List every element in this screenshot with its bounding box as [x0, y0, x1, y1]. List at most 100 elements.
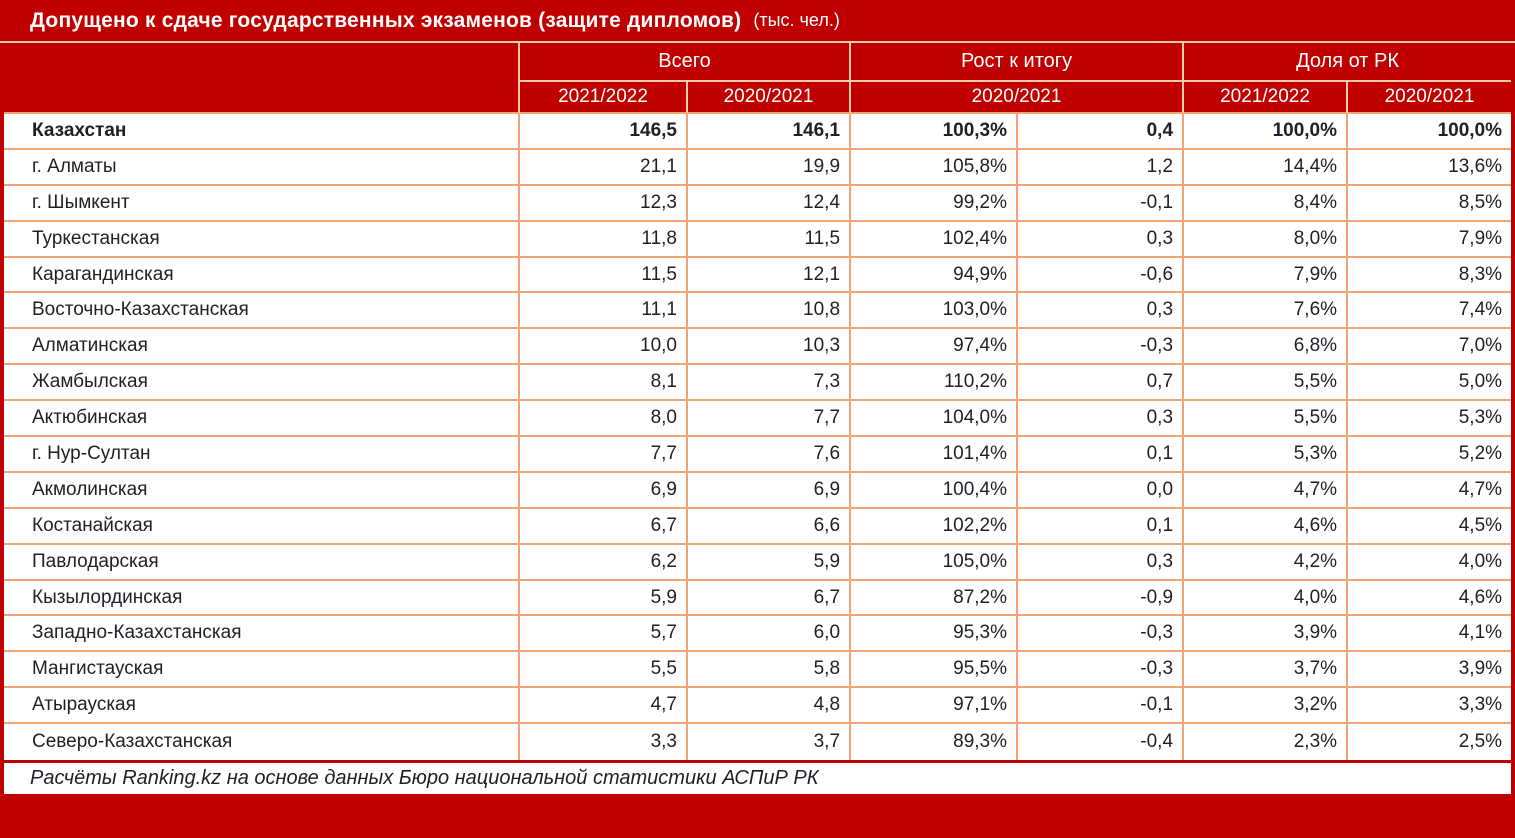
value-cell: 14,4%	[1184, 149, 1349, 186]
value-cell: 4,6%	[1348, 580, 1512, 617]
value-cell: 6,7	[520, 508, 688, 545]
value-cell: 4,8	[688, 688, 852, 725]
value-cell: 7,0%	[1348, 329, 1512, 366]
value-cell: 7,3	[688, 365, 852, 402]
value-cell: 11,5	[520, 257, 688, 294]
value-cell: 101,4%	[851, 437, 1019, 473]
region-name-cell: Мангистауская	[4, 652, 520, 689]
region-name-cell: Казахстан	[4, 114, 520, 150]
value-cell: 146,1	[688, 114, 852, 150]
value-cell: 100,0%	[1348, 114, 1512, 150]
table-row: Кызылординская 5,9 6,7 87,2% -0,9 4,0% 4,6%	[4, 580, 1512, 617]
region-header-cell	[4, 43, 520, 114]
value-cell: -0,1	[1018, 688, 1185, 725]
region-name-cell: Кызылординская	[4, 580, 520, 617]
table-row: Северо-Казахстанская 3,3 3,7 89,3% -0,4 2,3% 2…	[4, 724, 1512, 761]
value-cell: 105,0%	[851, 544, 1019, 581]
value-cell: 12,4	[688, 185, 852, 222]
value-cell: 10,3	[688, 329, 852, 366]
group-header-growth: Рост к итогу	[851, 43, 1185, 82]
subheader-cell: 2020/2021	[851, 82, 1185, 114]
value-cell: 4,2%	[1184, 544, 1349, 581]
region-name-cell: Северо-Казахстанская	[4, 724, 520, 761]
table-row: Восточно-Казахстанская 11,1 10,8 103,0% 0,3 7…	[4, 293, 1512, 330]
table-row: Казахстан 146,5 146,1 100,3% 0,4 100,0% 100,0%	[4, 114, 1512, 150]
table-row: Актюбинская 8,0 7,7 104,0% 0,3 5,5% 5,3%	[4, 401, 1512, 438]
value-cell: 5,7	[520, 616, 688, 653]
region-name-cell: г. Алматы	[4, 149, 520, 186]
value-cell: 0,3	[1018, 221, 1185, 258]
value-cell: 3,3	[520, 724, 688, 761]
table-header: Всего Рост к итогу Доля от РК 2021/2022 …	[4, 43, 1512, 114]
value-cell: 110,2%	[851, 365, 1019, 402]
value-cell: 6,2	[520, 544, 688, 581]
value-cell: 100,4%	[851, 472, 1019, 509]
region-name-cell: г. Шымкент	[4, 185, 520, 222]
value-cell: 3,9%	[1184, 616, 1349, 653]
value-cell: 146,5	[520, 114, 688, 150]
value-cell: 102,4%	[851, 221, 1019, 258]
value-cell: 8,0%	[1184, 221, 1349, 258]
value-cell: 6,6	[688, 508, 852, 545]
region-name-cell: Акмолинская	[4, 472, 520, 509]
table-row: Акмолинская 6,9 6,9 100,4% 0,0 4,7% 4,7%	[4, 472, 1512, 509]
value-cell: 4,7	[520, 688, 688, 725]
region-name-cell: Западно-Казахстанская	[4, 616, 520, 653]
value-cell: 2,3%	[1184, 724, 1349, 761]
value-cell: 0,4	[1018, 114, 1185, 150]
value-cell: 5,5%	[1184, 401, 1349, 438]
region-name-cell: Костанайская	[4, 508, 520, 545]
value-cell: 0,1	[1018, 508, 1185, 545]
value-cell: 3,2%	[1184, 688, 1349, 725]
value-cell: 5,0%	[1348, 365, 1512, 402]
title-unit-note: (тыс. чел.)	[753, 10, 840, 30]
value-cell: -0,3	[1018, 329, 1185, 366]
region-name-cell: Туркестанская	[4, 221, 520, 258]
region-name-cell: Атырауская	[4, 688, 520, 725]
value-cell: 12,3	[520, 185, 688, 222]
value-cell: 4,7%	[1184, 472, 1349, 509]
table-body: Казахстан 146,5 146,1 100,3% 0,4 100,0% 100,0%…	[4, 114, 1512, 761]
value-cell: 0,3	[1018, 293, 1185, 330]
value-cell: 100,0%	[1184, 114, 1349, 150]
table-row: Жамбылская 8,1 7,3 110,2% 0,7 5,5% 5,0%	[4, 365, 1512, 402]
value-cell: 4,5%	[1348, 508, 1512, 545]
table-row: Карагандинская 11,5 12,1 94,9% -0,6 7,9% 8,3%	[4, 257, 1512, 294]
region-name-cell: Карагандинская	[4, 257, 520, 294]
value-cell: 4,1%	[1348, 616, 1512, 653]
region-name-cell: г. Нур-Султан	[4, 437, 520, 473]
table-row: Туркестанская 11,8 11,5 102,4% 0,3 8,0% 7,9%	[4, 221, 1512, 258]
value-cell: 8,3%	[1348, 257, 1512, 294]
value-cell: 5,3%	[1184, 437, 1349, 473]
table-row: Костанайская 6,7 6,6 102,2% 0,1 4,6% 4,5%	[4, 508, 1512, 545]
value-cell: 94,9%	[851, 257, 1019, 294]
value-cell: 99,2%	[851, 185, 1019, 222]
value-cell: 21,1	[520, 149, 688, 186]
table-row: Павлодарская 6,2 5,9 105,0% 0,3 4,2% 4,0%	[4, 544, 1512, 581]
value-cell: 95,3%	[851, 616, 1019, 653]
subheader-cell: 2021/2022	[520, 82, 688, 114]
value-cell: 89,3%	[851, 724, 1019, 761]
value-cell: 4,0%	[1348, 544, 1512, 581]
value-cell: 103,0%	[851, 293, 1019, 330]
value-cell: 104,0%	[851, 401, 1019, 438]
group-header-share: Доля от РК	[1184, 43, 1512, 82]
value-cell: 0,1	[1018, 437, 1185, 473]
page-title: Допущено к сдаче государственных экзамен…	[30, 8, 742, 32]
value-cell: 19,9	[688, 149, 852, 186]
source-note: Расчёты Ranking.kz на основе данных Бюро…	[30, 767, 819, 790]
value-cell: 7,7	[520, 437, 688, 473]
value-cell: 4,0%	[1184, 580, 1349, 617]
value-cell: 10,0	[520, 329, 688, 366]
value-cell: 105,8%	[851, 149, 1019, 186]
value-cell: 102,2%	[851, 508, 1019, 545]
footer: Расчёты Ranking.kz на основе данных Бюро…	[4, 760, 1511, 798]
value-cell: 0,7	[1018, 365, 1185, 402]
subheader-row: 2021/2022 2020/2021 2020/2021 2021/2022 …	[4, 82, 1512, 114]
value-cell: -0,1	[1018, 185, 1185, 222]
value-cell: -0,3	[1018, 652, 1185, 689]
value-cell: 10,8	[688, 293, 852, 330]
value-cell: 0,0	[1018, 472, 1185, 509]
value-cell: -0,6	[1018, 257, 1185, 294]
subheader-cell: 2020/2021	[1348, 82, 1512, 114]
